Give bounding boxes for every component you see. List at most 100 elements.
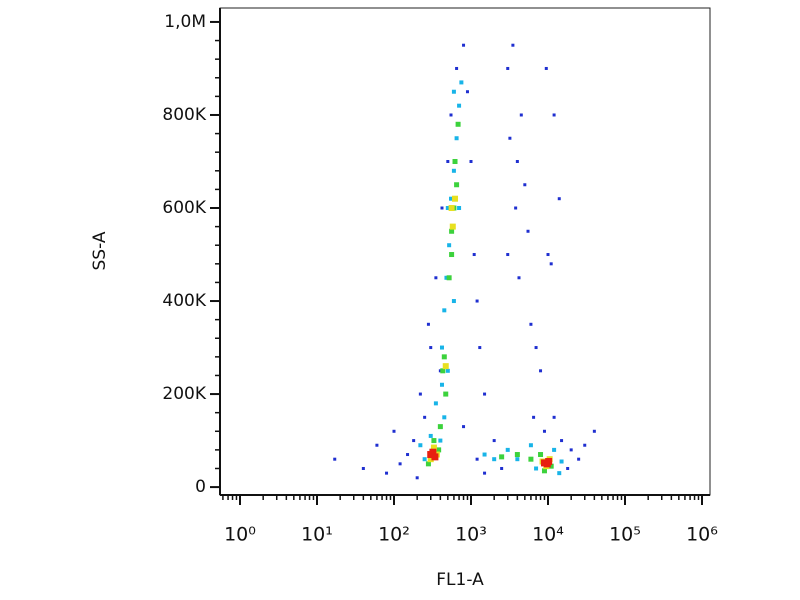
point <box>515 457 520 462</box>
point <box>462 425 466 429</box>
point <box>438 438 443 443</box>
point <box>418 443 423 448</box>
point <box>441 354 447 360</box>
point <box>528 443 533 448</box>
y-tick-label: 200K <box>162 384 206 404</box>
point <box>526 229 530 233</box>
point <box>482 452 487 457</box>
point <box>428 433 433 438</box>
point <box>439 345 444 350</box>
point <box>444 275 449 280</box>
point <box>440 206 444 210</box>
point <box>448 205 455 212</box>
point <box>457 103 462 108</box>
point <box>540 459 548 467</box>
point <box>552 447 557 452</box>
point <box>431 453 439 461</box>
point <box>446 275 452 281</box>
point <box>505 447 510 452</box>
point <box>499 454 505 460</box>
point <box>548 463 554 469</box>
point <box>423 415 427 419</box>
point <box>437 424 443 430</box>
x-tick-label: 10¹ <box>301 524 333 546</box>
point <box>475 457 479 461</box>
point <box>454 136 459 141</box>
x-tick-label: 10⁵ <box>609 524 641 546</box>
point <box>469 159 473 163</box>
point <box>577 457 581 461</box>
point <box>445 368 450 373</box>
x-tick-label: 10⁰ <box>224 524 256 546</box>
point <box>449 252 455 258</box>
y-tick-label: 400K <box>162 291 206 311</box>
point <box>483 471 487 475</box>
point <box>447 243 452 248</box>
point <box>552 415 556 419</box>
point <box>523 183 527 187</box>
point <box>459 80 464 85</box>
point <box>472 253 476 257</box>
y-tick-label: 0 <box>195 477 206 497</box>
x-tick-label: 10² <box>378 524 410 546</box>
point <box>566 466 570 470</box>
point <box>515 159 519 163</box>
point <box>333 457 337 461</box>
point <box>427 451 435 459</box>
point <box>534 346 538 350</box>
point <box>545 458 553 466</box>
point <box>425 461 431 467</box>
point <box>541 468 547 474</box>
point <box>514 206 518 210</box>
point <box>434 276 438 280</box>
point <box>439 382 444 387</box>
point <box>560 439 564 443</box>
point <box>398 462 402 466</box>
y-axis-label: SS-A <box>90 231 110 270</box>
y-tick-label: 600K <box>162 198 206 218</box>
point <box>449 196 454 201</box>
point <box>539 369 543 373</box>
point <box>457 206 462 211</box>
point <box>552 113 556 117</box>
point <box>445 206 450 211</box>
x-axis-label: FL1-A <box>436 570 484 590</box>
x-tick-label: 10⁴ <box>532 524 564 546</box>
point <box>583 443 587 447</box>
point <box>436 447 442 453</box>
point <box>557 471 562 476</box>
point <box>392 429 396 433</box>
point <box>442 415 447 420</box>
point <box>429 346 433 350</box>
point <box>519 113 523 117</box>
plot-frame <box>219 7 711 496</box>
point <box>433 401 438 406</box>
point <box>542 429 546 433</box>
point <box>426 322 430 326</box>
point <box>406 453 410 457</box>
x-tick-label: 10⁶ <box>686 524 718 546</box>
point <box>517 276 521 280</box>
point <box>478 346 482 350</box>
point <box>430 444 437 451</box>
point <box>532 415 536 419</box>
point <box>528 456 534 462</box>
point <box>451 89 456 94</box>
point <box>538 452 544 458</box>
point <box>452 195 459 202</box>
point <box>449 228 455 234</box>
point <box>455 66 459 70</box>
point <box>534 466 539 471</box>
point <box>506 66 510 70</box>
point <box>592 429 596 433</box>
point <box>462 43 466 47</box>
x-tick-label: 10³ <box>455 524 487 546</box>
point <box>569 448 573 452</box>
point <box>442 363 449 370</box>
point <box>492 457 497 462</box>
point <box>455 121 461 127</box>
point <box>451 299 456 304</box>
point <box>361 466 365 470</box>
point <box>412 439 416 443</box>
y-tick-label: 1,0M <box>164 12 206 32</box>
